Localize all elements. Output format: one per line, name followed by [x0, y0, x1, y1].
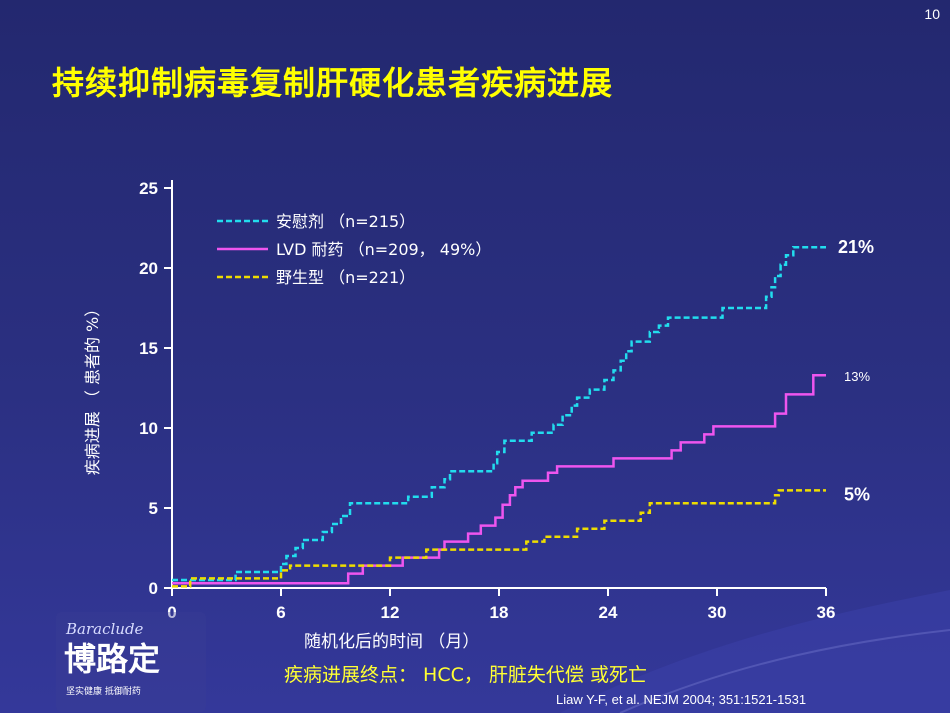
- y-tick-label: 10: [139, 419, 158, 438]
- x-tick-label: 36: [817, 603, 836, 622]
- baraclude-logo: Baraclude 博路定 坚实健康 抵御耐药: [56, 612, 206, 712]
- y-tick-label: 25: [139, 179, 158, 198]
- series-end-label: 21%: [838, 237, 874, 257]
- y-axis-label: 疾病进展 （ 患者的 %）: [83, 301, 102, 475]
- series-line: [172, 373, 826, 585]
- series-end-label: 5%: [844, 484, 870, 504]
- y-tick-label: 20: [139, 259, 158, 278]
- slide-title: 持续抑制病毒复制肝硬化患者疾病进展: [52, 64, 614, 102]
- y-tick-label: 5: [149, 499, 158, 518]
- x-tick-label: 6: [276, 603, 285, 622]
- x-tick-label: 0: [167, 603, 176, 622]
- x-tick-label: 18: [490, 603, 509, 622]
- series-line: [172, 245, 826, 582]
- logo-tagline: 坚实健康 抵御耐药: [66, 685, 141, 697]
- logo-brand-cn: 博路定: [64, 640, 160, 678]
- y-tick-label: 15: [139, 339, 158, 358]
- x-tick-label: 24: [599, 603, 618, 622]
- chart-axes: 0 5 10 15 20 25 0 6 12 18 24 30 36: [139, 179, 835, 622]
- chart-legend: 安慰剂 （n=215） LVD 耐药 （n=209， 49%） 野生型 （n=221…: [217, 212, 491, 287]
- series-line: [172, 489, 826, 588]
- page-number: 10: [924, 6, 940, 22]
- series-end-label: 13%: [844, 369, 870, 384]
- legend-label: 野生型 （n=221）: [276, 268, 415, 287]
- endpoint-note: 疾病进展终点： HCC， 肝脏失代偿 或死亡: [284, 664, 647, 686]
- x-axis-label: 随机化后的时间 （月）: [304, 632, 479, 652]
- y-tick-label: 0: [149, 579, 158, 598]
- chart-series: 21% 13% 5%: [172, 237, 874, 588]
- legend-label: LVD 耐药 （n=209， 49%）: [276, 240, 491, 259]
- x-tick-label: 12: [381, 603, 400, 622]
- logo-brand-en: Baraclude: [65, 620, 144, 638]
- legend-label: 安慰剂 （n=215）: [276, 212, 415, 231]
- x-tick-label: 30: [708, 603, 727, 622]
- citation: Liaw Y-F, et al. NEJM 2004; 351:1521-153…: [556, 692, 807, 707]
